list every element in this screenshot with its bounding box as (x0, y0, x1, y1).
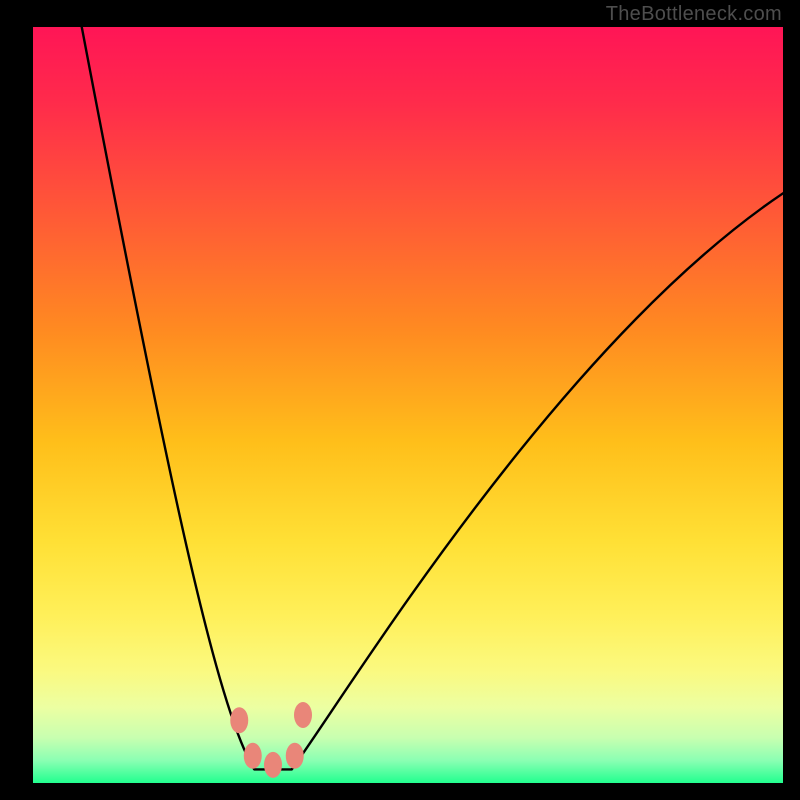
watermark-text: TheBottleneck.com (606, 3, 782, 26)
chart-svg (33, 27, 783, 783)
nodule-group (230, 702, 312, 778)
nodule-marker (244, 743, 262, 769)
nodule-marker (286, 743, 304, 769)
plot-area (33, 27, 783, 783)
nodule-marker (230, 707, 248, 733)
bottleneck-curve (82, 27, 783, 769)
nodule-marker (294, 702, 312, 728)
nodule-marker (264, 752, 282, 778)
